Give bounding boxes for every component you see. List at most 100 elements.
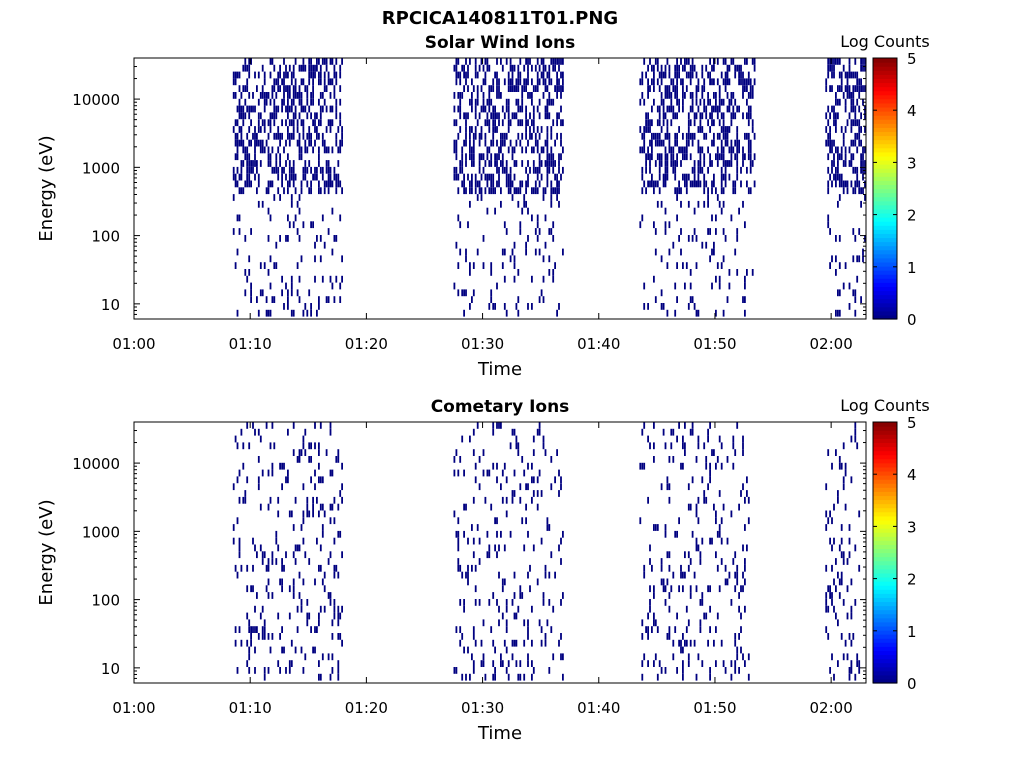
data-cell	[259, 503, 262, 511]
data-cell	[496, 78, 498, 86]
data-cell	[302, 64, 305, 72]
data-cell	[718, 119, 721, 127]
x-tick-label: 01:30	[461, 335, 504, 353]
data-cell	[856, 98, 859, 106]
data-cell	[259, 146, 262, 154]
data-cell	[321, 166, 324, 174]
data-cell	[858, 564, 861, 572]
data-cell	[285, 173, 287, 181]
data-cell	[494, 207, 496, 215]
data-cell	[337, 530, 340, 538]
data-cell	[685, 132, 688, 140]
data-cell	[308, 105, 311, 113]
data-cell	[323, 71, 326, 79]
data-cell	[509, 255, 512, 263]
data-cell	[666, 85, 669, 92]
data-cell	[244, 112, 247, 120]
data-cell	[707, 98, 709, 106]
data-cell	[259, 612, 262, 620]
data-cell	[298, 275, 301, 283]
data-cell	[860, 200, 862, 208]
data-cell	[298, 146, 301, 154]
data-cell	[329, 275, 332, 283]
data-cell	[647, 612, 649, 620]
data-cell	[722, 660, 725, 667]
data-cell	[471, 98, 473, 106]
data-cell	[234, 262, 237, 269]
data-cell	[292, 71, 295, 79]
data-cell	[457, 262, 460, 269]
data-cell	[517, 200, 520, 208]
solar-wind-ions-panel: 01:00 01:10 01:20 01:30 01:40 01:50 02:0010100…	[36, 32, 930, 380]
data-cell	[660, 564, 663, 572]
data-cell	[842, 187, 845, 195]
data-cell	[478, 180, 481, 188]
data-cell	[321, 275, 324, 283]
data-cell	[862, 255, 864, 263]
data-cell	[329, 173, 332, 181]
colorbar-swatch	[873, 593, 897, 598]
data-cell	[736, 571, 739, 579]
colorbar-swatch	[873, 192, 897, 198]
data-cell	[643, 132, 646, 140]
data-cell	[281, 578, 283, 586]
data-cell	[492, 112, 495, 120]
x-tick-label: 01:50	[693, 335, 736, 353]
data-cell	[558, 153, 560, 161]
data-cell	[252, 105, 254, 113]
data-cell	[525, 78, 527, 86]
data-cell	[554, 160, 556, 167]
data-cell	[666, 92, 669, 99]
data-cell	[838, 153, 841, 161]
data-cell	[469, 303, 471, 310]
data-cell	[674, 160, 677, 167]
colorbar-swatch	[873, 286, 897, 292]
data-cell	[300, 105, 303, 113]
data-cell	[318, 58, 320, 65]
data-cell	[329, 551, 332, 559]
data-cell	[713, 248, 715, 256]
data-cell	[287, 289, 289, 297]
data-cell	[649, 180, 651, 188]
data-cell	[705, 180, 708, 188]
data-cell	[833, 537, 835, 545]
data-cell	[283, 166, 285, 174]
data-cell	[720, 139, 723, 147]
data-cell	[684, 153, 686, 161]
data-cell	[281, 105, 283, 113]
data-cell	[492, 132, 495, 140]
data-cell	[689, 269, 692, 276]
data-cell	[521, 180, 524, 188]
colorbar-swatch	[873, 143, 897, 149]
data-cell	[660, 126, 663, 133]
data-cell	[753, 64, 756, 72]
data-cell	[660, 64, 663, 72]
data-cell	[544, 139, 547, 147]
data-cell	[858, 228, 861, 235]
data-cell	[838, 98, 841, 106]
data-cell	[738, 503, 740, 511]
data-cell	[862, 85, 864, 92]
data-cell	[242, 442, 245, 450]
data-cell	[238, 551, 241, 559]
data-cell	[846, 78, 849, 86]
data-cell	[325, 296, 328, 303]
data-cell	[325, 58, 328, 65]
data-cell	[490, 98, 493, 106]
data-cell	[474, 599, 477, 606]
data-cell	[684, 442, 686, 450]
data-cell	[554, 571, 556, 579]
data-cell	[660, 160, 663, 167]
data-cell	[697, 435, 700, 443]
data-cell	[544, 160, 547, 167]
colorbar-swatch	[873, 257, 897, 263]
data-cell	[856, 119, 859, 127]
data-cell	[653, 660, 655, 667]
data-cell	[703, 78, 706, 86]
data-cell	[726, 64, 729, 72]
x-tick-label: 01:10	[229, 335, 272, 353]
data-cell	[482, 98, 485, 106]
data-cell	[854, 309, 857, 317]
colorbar-tick-label: 1	[907, 623, 917, 641]
data-cell	[825, 599, 828, 606]
